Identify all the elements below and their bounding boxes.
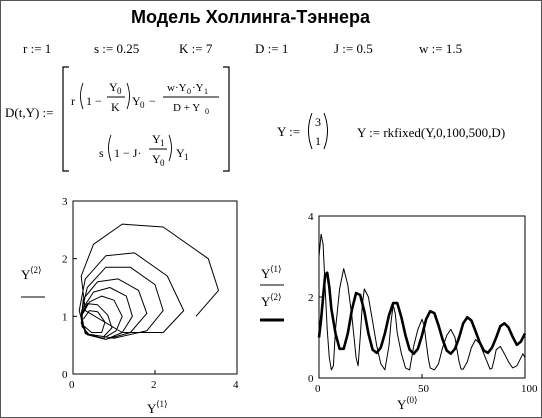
phase-trajectory-line <box>78 223 219 340</box>
row2-num: Y <box>152 132 161 146</box>
row1-num: w·Y <box>167 82 187 94</box>
paren-open <box>108 134 112 162</box>
row1-r: r <box>71 94 75 108</box>
row2-den-sub: 0 <box>160 158 165 168</box>
initial-v1: 1 <box>315 134 321 148</box>
row1-num-sub0: 0 <box>187 87 191 96</box>
row2-y1-sub: 1 <box>184 152 189 162</box>
legend-y2-label: Y <box>261 294 271 309</box>
y0-axis-label-sup: ⟨0⟩ <box>406 395 418 405</box>
initial-v0: 3 <box>315 115 321 129</box>
legend-y1-label: Y <box>261 266 271 281</box>
time-series-plot[interactable]: 0 50 100 0 2 4 Y ⟨1⟩ Y ⟨2⟩ Y ⟨0⟩ <box>251 196 542 417</box>
y2-axis-label: Y <box>21 267 31 282</box>
y-tick-label: 2 <box>308 292 314 304</box>
row1-den: D + Y <box>173 102 200 114</box>
row2-den: Y <box>152 152 161 166</box>
y0-axis-label: Y <box>397 397 407 412</box>
row2-one: 1 − J· <box>114 146 141 160</box>
y-tick-label: 2 <box>62 254 68 266</box>
row1-y0: Y <box>132 94 141 108</box>
x-tick-label: 4 <box>233 379 239 391</box>
right-bracket <box>223 66 230 172</box>
row1-y0-num-sub: 0 <box>117 86 122 96</box>
y-tick-label: 3 <box>62 196 68 208</box>
param-w[interactable]: w := 1.5 <box>419 41 463 56</box>
row1-den-sub: 0 <box>205 107 209 116</box>
paren-close <box>168 134 172 162</box>
legend-y2-sup: ⟨2⟩ <box>270 292 282 302</box>
row2-y1: Y <box>176 146 185 160</box>
x-tick-label: 100 <box>521 383 538 395</box>
y-tick-label: 0 <box>62 369 68 381</box>
y-tick-label: 4 <box>308 211 314 223</box>
row2-num-sub: 1 <box>160 138 165 148</box>
row1-one: 1 − <box>86 94 102 108</box>
paren-close <box>323 112 328 150</box>
equation-lhs: D(t,Y) := <box>5 105 54 120</box>
y1-axis-label: Y <box>147 401 157 416</box>
paren-open <box>80 82 84 110</box>
row1-k: K <box>111 100 120 114</box>
plot-frame <box>72 200 238 375</box>
left-bracket <box>62 66 69 172</box>
param-r[interactable]: r := 1 <box>23 41 52 56</box>
x-tick-label: 0 <box>315 383 321 395</box>
y2-axis-label-sup: ⟨2⟩ <box>30 265 42 275</box>
param-s[interactable]: s := 0.25 <box>94 41 140 56</box>
row1-y0-num: Y <box>109 80 118 94</box>
y-tick-label: 0 <box>308 373 314 385</box>
x-tick-label: 2 <box>151 379 157 391</box>
row2-s: s <box>99 146 104 160</box>
page-title: Модель Холлинга-Тэннера <box>131 7 371 27</box>
paren-open <box>308 112 313 150</box>
legend-y1-sup: ⟨1⟩ <box>270 264 282 274</box>
y1-axis-label-sup: ⟨1⟩ <box>156 399 168 409</box>
row1-num-sub1: 1 <box>204 87 208 96</box>
row1-minus: − <box>149 94 156 108</box>
x-tick-label: 50 <box>418 383 430 395</box>
phase-plot[interactable]: 0 2 4 0 1 2 3 Y ⟨2⟩ Y ⟨1⟩ <box>1 191 261 417</box>
initial-vector[interactable]: Y := 3 1 <box>273 109 333 155</box>
derivative-equation[interactable]: D(t,Y) := r 1 − Y 0 K Y 0 − w·Y 0 ·Y 1 D… <box>1 61 291 181</box>
param-j[interactable]: J := 0.5 <box>334 41 373 56</box>
paren-close <box>126 82 130 110</box>
row1-num-mid: ·Y <box>192 82 204 94</box>
param-d[interactable]: D := 1 <box>255 41 289 56</box>
initial-lhs: Y := <box>277 124 300 139</box>
y-tick-label: 1 <box>62 311 68 323</box>
plot-frame <box>318 215 526 379</box>
x-tick-label: 0 <box>69 379 75 391</box>
row1-y0-sub: 0 <box>140 100 145 110</box>
series-y1-line <box>318 233 526 371</box>
series-y2-line <box>317 271 527 355</box>
param-k[interactable]: K := 7 <box>179 41 213 56</box>
solver-line[interactable]: Y := rkfixed(Y,0,100,500,D) <box>357 125 506 140</box>
